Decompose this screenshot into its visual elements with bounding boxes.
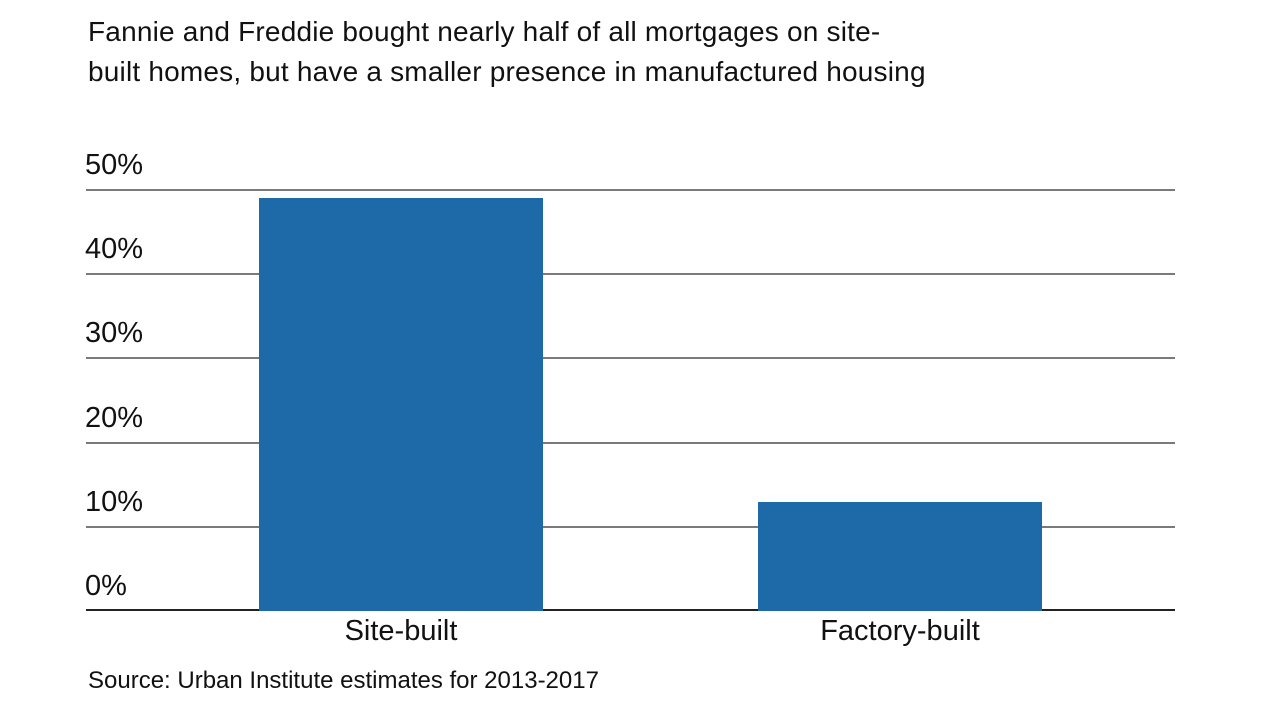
x-axis-label-factory-built: Factory-built — [820, 615, 980, 647]
gridline-50 — [86, 189, 1175, 191]
chart-title-line1: Fannie and Freddie bought nearly half of… — [88, 16, 881, 47]
y-tick-label-50: 50% — [85, 149, 144, 181]
x-axis-label-site-built: Site-built — [344, 615, 458, 647]
gridline-40 — [86, 273, 1175, 275]
y-tick-label-40: 40% — [85, 233, 144, 265]
y-tick-label-30: 30% — [85, 317, 144, 349]
y-tick-label-20: 20% — [85, 402, 144, 434]
y-tick-label-10: 10% — [85, 486, 144, 518]
bar-factory-built — [758, 502, 1042, 611]
source-note: Source: Urban Institute estimates for 20… — [88, 667, 599, 694]
bar-site-built — [259, 198, 543, 611]
gridline-30 — [86, 357, 1175, 359]
y-tick-label-0: 0% — [85, 570, 127, 602]
gridline-10 — [86, 526, 1175, 528]
gridline-20 — [86, 442, 1175, 444]
chart-title: Fannie and Freddie bought nearly half of… — [88, 12, 926, 92]
plot-area: 0% 10% 20% 30% 40% 50% Site-built Factory-built — [85, 149, 1175, 647]
chart-title-line2: built homes, but have a smaller presence… — [88, 56, 926, 87]
gridline-0 — [86, 609, 1175, 611]
